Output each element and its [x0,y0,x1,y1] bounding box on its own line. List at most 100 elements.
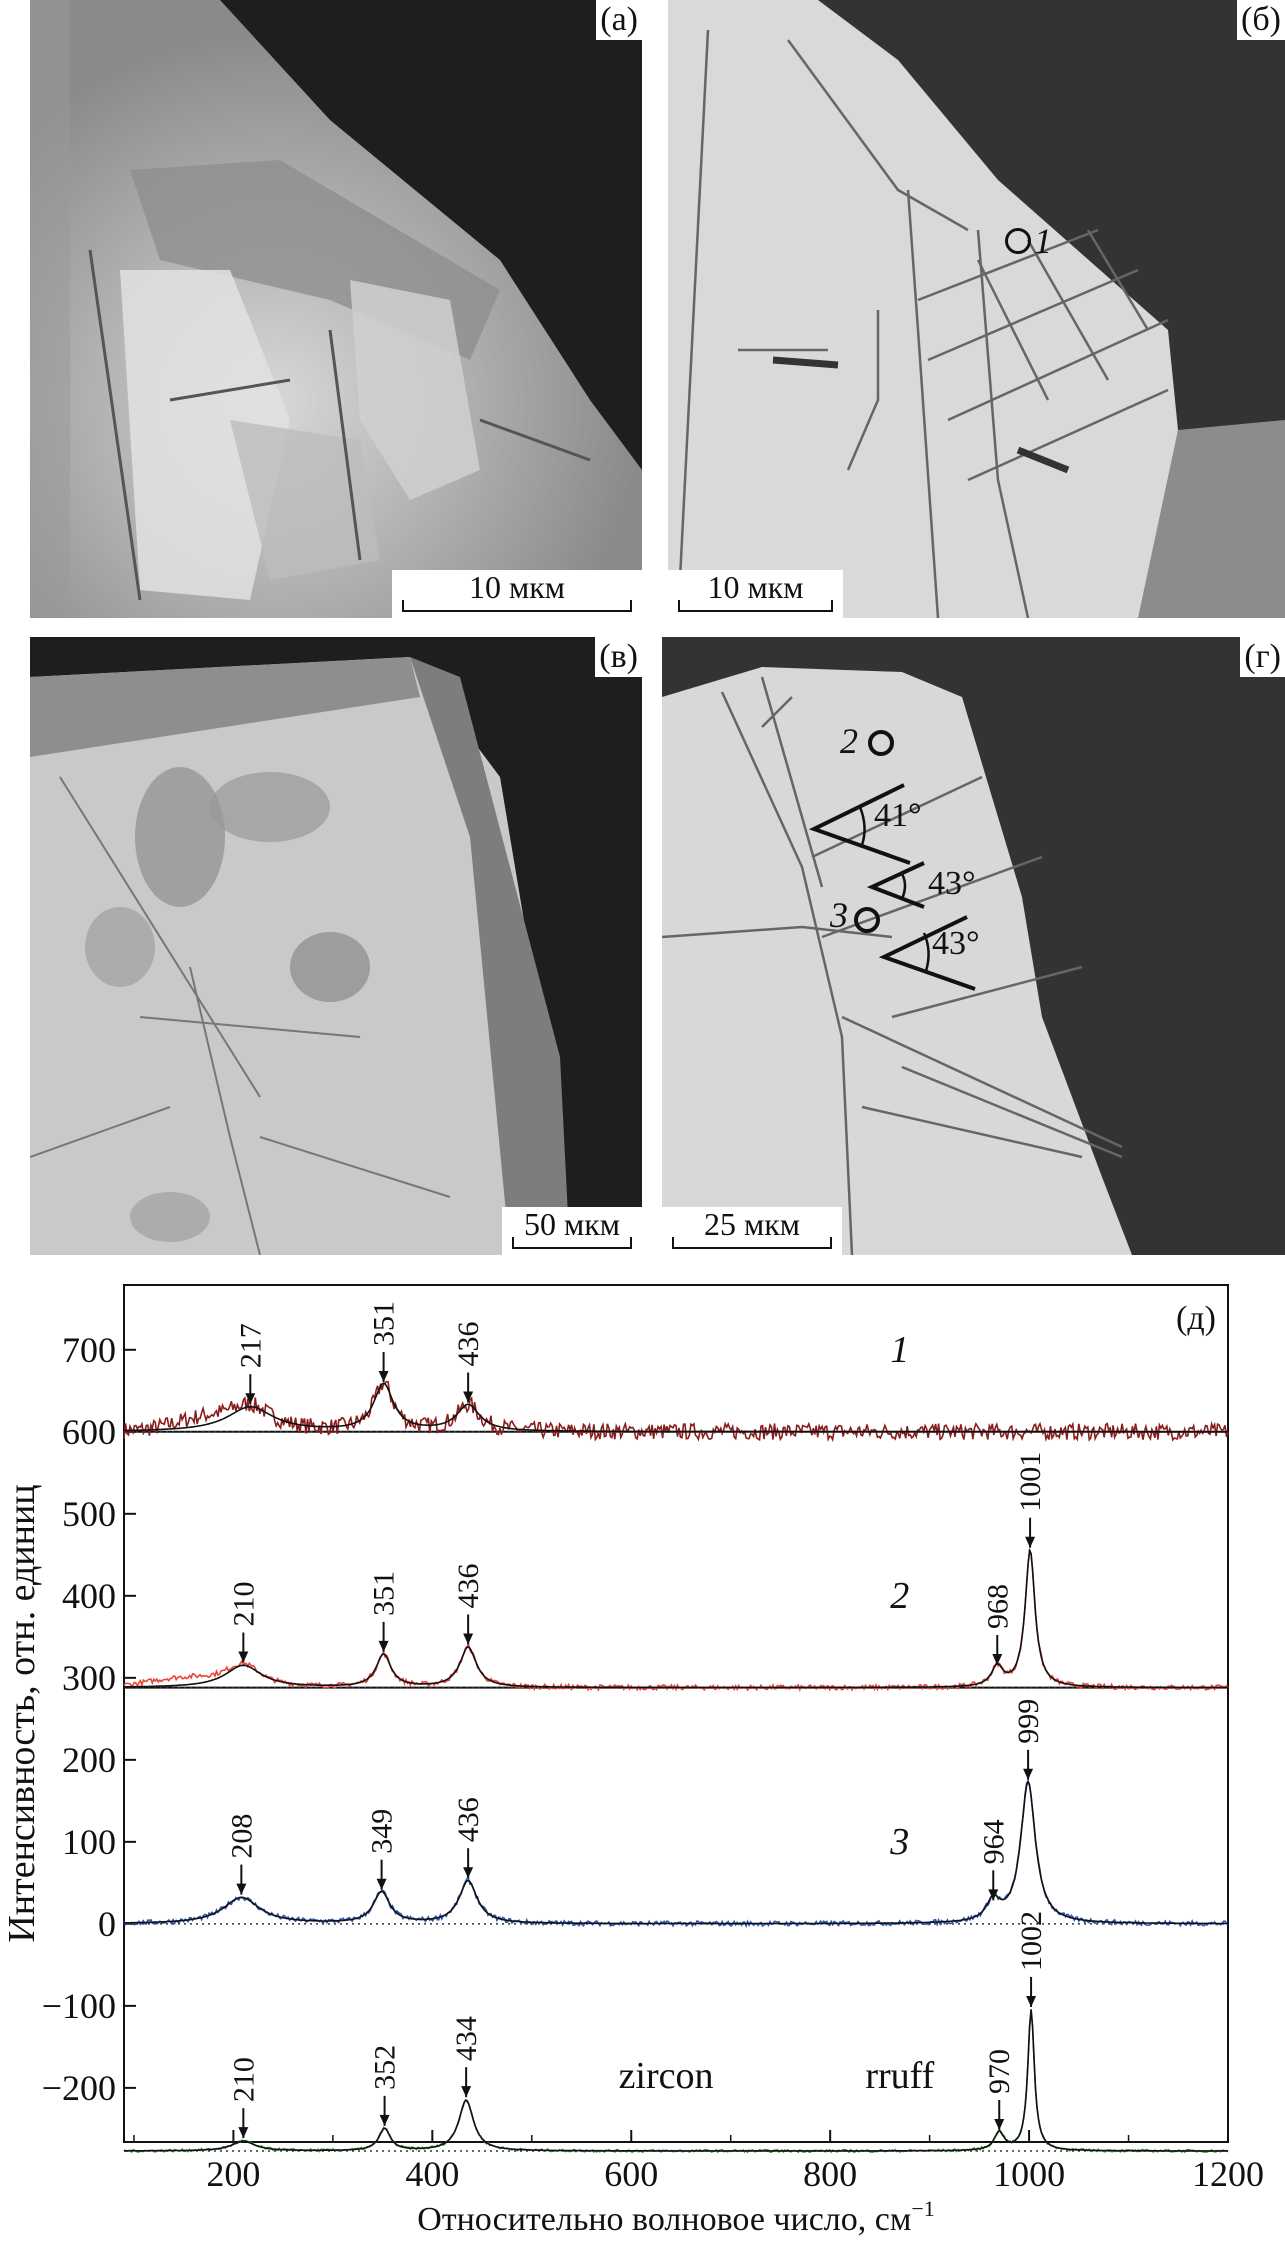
peak-arrowhead [988,1889,999,1901]
y-tick-label: 400 [62,1576,116,1616]
peak-arrowhead [236,1883,247,1895]
peak-arrowhead [994,2118,1005,2130]
peak-arrowhead [378,1640,389,1652]
y-tick-label: 700 [62,1330,116,1370]
scale-bar-a-line [402,600,632,612]
y-tick-label: 600 [62,1412,116,1452]
peak-label: 352 [369,2045,402,2090]
peak-label: 1002 [1015,1911,1048,1971]
analysis-point-2-marker [868,730,894,756]
peak-arrowhead [461,2086,472,2098]
scale-bar-g: 25 мкм [662,1207,842,1255]
peak-arrowhead [379,2114,390,2126]
spectrum-raw-line [123,1779,1229,1929]
peak-arrowhead [1025,1536,1036,1548]
panel-label-b: (б) [1237,0,1285,40]
analysis-point-3-marker [854,907,880,933]
spectrum-fit-line [124,2009,1228,2152]
scale-bar-v-label: 50 мкм [523,1206,621,1242]
reference-name-label: zircon [619,2055,714,2097]
peak-label: 436 [452,1797,485,1842]
spectrum-zircon: 210 352 434 970 1002 [123,1911,1229,2154]
peak-label: 1001 [1014,1452,1047,1512]
peak-arrowhead [463,1391,474,1403]
scale-bar-b: 10 мкм [668,570,843,618]
y-tick-label: 500 [62,1494,116,1534]
x-axis-label: Относительно волновое число, см−1 [417,2196,935,2238]
x-tick-label: 1000 [993,2154,1065,2194]
spectrum-3: 208 349 436 964 999 [123,1699,1229,1929]
scale-bar-v: 50 мкм [502,1207,642,1255]
plot-frame [123,1284,1229,2143]
peak-label: 999 [1012,1699,1045,1744]
peak-label: 434 [450,2016,483,2061]
peak-arrowhead [463,1633,474,1645]
sem-image-g: 2 3 41° 43° 43° (г) 25 мкм [662,637,1285,1255]
peak-arrowhead [992,1653,1003,1665]
peak-arrowhead [238,1651,249,1663]
y-tick-label: −100 [42,1986,116,2026]
peak-label: 968 [981,1584,1014,1629]
scale-bar-a: 10 мкм [392,570,642,618]
analysis-point-2-label: 2 [840,721,858,761]
sem-image-v-picture [30,637,642,1255]
scale-bar-v-line [512,1237,632,1249]
peak-label: 964 [977,1819,1010,1864]
spectrum-2: 210 351 436 968 1001 [123,1452,1229,1692]
y-tick-label: −200 [42,2068,116,2108]
panel-label-d: (д) [1176,1300,1216,1337]
angle-lines [808,783,976,991]
peak-label: 210 [227,2057,260,2102]
x-tick-label: 200 [206,2154,260,2194]
peak-label: 351 [368,1301,401,1346]
spectrum-raw-line [123,1380,1229,1443]
scale-bar-b-label: 10 мкм [707,569,804,605]
panel-label-v: (в) [595,637,642,677]
panel-label-a: (а) [596,0,642,40]
analysis-point-1-marker [1005,228,1031,254]
spectrum-number-label: 1 [890,1329,909,1371]
angle-label-1: 41° [874,797,922,834]
peak-label: 208 [225,1814,258,1859]
spectrum-fit-line [124,1382,1228,1433]
sem-image-a-picture [30,0,642,618]
peak-label: 217 [234,1323,267,1368]
reference-source-label: rruff [865,2055,934,2097]
peak-arrowhead [1023,1768,1034,1780]
peak-arrowhead [1026,1995,1037,2007]
peak-label: 436 [452,1563,485,1608]
spectrum-fit-line [123,1779,1228,1925]
x-tick-label: 400 [405,2154,459,2194]
scale-bar-b-line [678,600,833,612]
spectrum-number-label: 3 [889,1821,909,1863]
peak-arrowhead [378,1371,389,1383]
angle-label-3: 43° [932,925,980,962]
analysis-point-3-label: 3 [830,895,848,935]
spectrum-number-label: 2 [890,1575,909,1617]
peak-label: 436 [452,1322,485,1367]
y-tick-label: 0 [98,1904,116,1944]
spectrum-raw-line [123,1549,1229,1692]
peak-label: 970 [983,2049,1016,2094]
y-tick-label: 200 [62,1740,116,1780]
panel-label-g: (г) [1240,637,1285,677]
x-axis-label-superscript: −1 [911,2196,934,2221]
analysis-point-1-label: 1 [1034,221,1052,261]
sem-image-v: (в) 50 мкм [30,637,642,1255]
peak-arrowhead [463,1867,474,1879]
x-tick-label: 1200 [1192,2154,1264,2194]
x-tick-label: 600 [604,2154,658,2194]
scale-bar-a-label: 10 мкм [468,569,566,605]
y-axis-label: Интенсивность, отн. единиц [1,1484,43,1942]
y-tick-label: 300 [62,1658,116,1698]
peak-label: 351 [368,1571,401,1616]
scale-bar-g-label: 25 мкм [703,1206,801,1242]
scale-bar-g-line [672,1237,832,1249]
spectrum-1: 217 351 436 [123,1301,1229,1443]
peak-label: 210 [227,1582,260,1627]
peak-arrowhead [245,1393,256,1405]
peak-label: 349 [366,1809,399,1854]
sem-image-a: (а) 10 мкм [30,0,642,618]
angle-arcs [858,806,930,972]
spectrum-fit-line [123,1548,1228,1689]
